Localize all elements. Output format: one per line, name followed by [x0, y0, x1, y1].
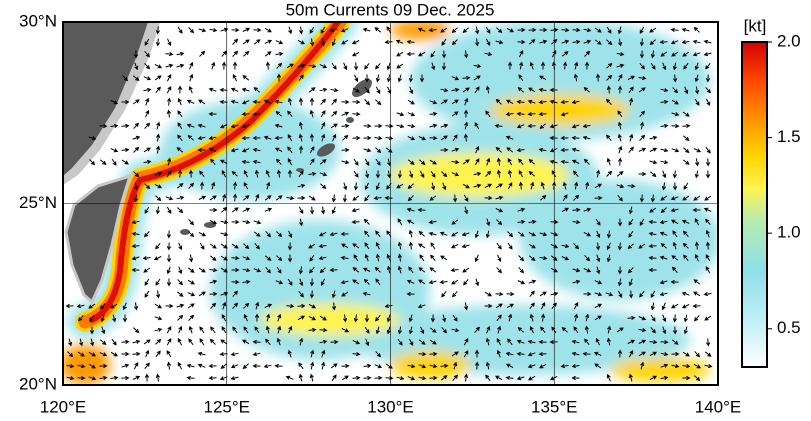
current-arrows — [65, 26, 713, 382]
lat-tick-label: 30°N — [19, 11, 57, 30]
colorbar-ticks: 0.5 1.0 1.5 2.0 — [767, 31, 801, 337]
lon-tick-label: 130°E — [367, 397, 414, 416]
axis-labels: 120°E 125°E 130°E 135°E 140°E 20°N 25°N 30°N — [19, 11, 741, 416]
map-area — [63, 22, 718, 385]
lon-tick-label: 125°E — [203, 397, 250, 416]
map-title: 50m Currents 09 Dec. 2025 — [286, 0, 495, 19]
colorbar-tick-label: 2.0 — [777, 31, 801, 50]
lat-tick-label: 25°N — [19, 193, 57, 212]
lon-tick-label: 140°E — [695, 397, 742, 416]
kuroshio — [68, 22, 357, 339]
colorbar-unit: [kt] — [744, 16, 767, 35]
land — [63, 22, 372, 305]
map-frame — [62, 21, 719, 386]
lat-tick-label: 20°N — [19, 374, 57, 393]
lon-tick-label: 120°E — [40, 397, 87, 416]
colorbar-tick-label: 0.5 — [777, 318, 801, 337]
colorbar-tick-label: 1.5 — [777, 127, 801, 146]
colorbar — [741, 41, 768, 368]
lon-tick-label: 135°E — [531, 397, 578, 416]
colorbar-tick-label: 1.0 — [777, 223, 801, 242]
graticule — [63, 22, 718, 385]
